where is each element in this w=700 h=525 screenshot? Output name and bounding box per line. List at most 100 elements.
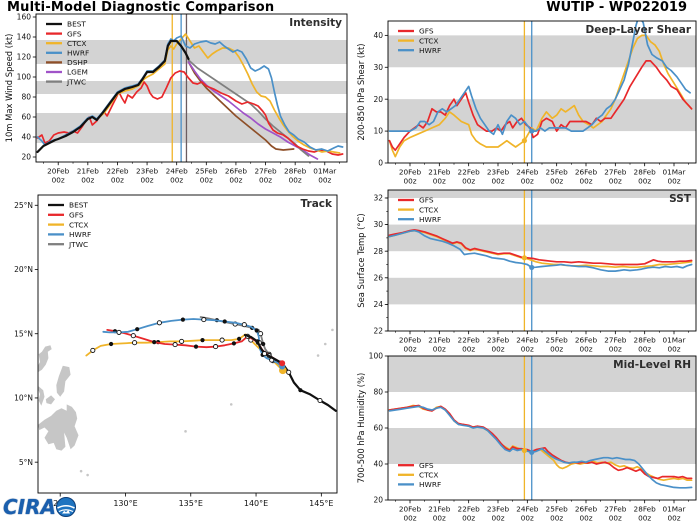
- legend-label-ctcx: CTCX: [419, 205, 438, 214]
- y-tick-label: 25°N: [14, 201, 33, 210]
- y-tick-label: 40: [373, 460, 383, 469]
- x-tick-sublabel: 00z: [491, 514, 504, 523]
- legend-label-dshp: DSHP: [67, 58, 88, 67]
- x-tick-sublabel: 00z: [609, 177, 622, 186]
- land-polygon: [38, 345, 52, 373]
- track-position-marker: [180, 317, 185, 322]
- track-position-marker: [135, 327, 140, 332]
- island-dot: [79, 469, 83, 473]
- track-position-marker: [241, 322, 247, 328]
- rh-panel: 2040608010020Feb00z21Feb00z22Feb00z23Feb…: [356, 352, 697, 523]
- x-tick-sublabel: 00z: [521, 177, 534, 186]
- x-tick-sublabel: 00z: [462, 514, 475, 523]
- intensity-title: Intensity: [289, 17, 342, 29]
- legend-label-hwrf: HWRF: [419, 480, 441, 489]
- model-start-dot: [279, 360, 286, 367]
- init-marker-dot: [529, 264, 535, 271]
- x-tick-label: 28Feb: [634, 505, 657, 514]
- y-tick-label: 40: [21, 133, 31, 142]
- track-position-marker: [237, 336, 242, 341]
- x-tick-label: 21Feb: [428, 505, 451, 514]
- x-tick-sublabel: 00z: [52, 176, 65, 185]
- x-tick-label: 22Feb: [458, 168, 481, 177]
- shear-panel: 01020304020Feb00z21Feb00z22Feb00z23Feb00…: [356, 20, 697, 186]
- x-tick-label: 27Feb: [254, 167, 277, 176]
- x-tick-sublabel: 00z: [111, 176, 124, 185]
- legend-label-hwrf: HWRF: [67, 49, 89, 58]
- x-tick-label: 23Feb: [136, 167, 159, 176]
- x-tick-label: 23Feb: [487, 336, 510, 345]
- x-tick-label: 24Feb: [166, 167, 189, 176]
- y-tick-label: 60: [21, 113, 31, 122]
- x-tick-sublabel: 00z: [229, 176, 242, 185]
- track-position-marker: [109, 341, 114, 347]
- legend-label-gfs: GFS: [419, 196, 434, 205]
- x-tick-sublabel: 00z: [521, 514, 534, 523]
- x-tick-sublabel: 00z: [318, 176, 331, 185]
- y-tick-label: 24: [373, 300, 383, 309]
- y-tick-label: 5°N: [19, 458, 33, 467]
- sst-panel: 22242628303220Feb00z21Feb00z22Feb00z23Fe…: [356, 189, 697, 354]
- x-tick-label: 25Feb: [546, 505, 569, 514]
- x-tick-sublabel: 00z: [609, 514, 622, 523]
- x-tick-label: 20Feb: [47, 167, 70, 176]
- x-tick-label: 01Mar: [313, 167, 336, 176]
- track-position-marker: [201, 317, 207, 323]
- track-position-marker: [172, 342, 178, 348]
- x-tick-label: 26Feb: [575, 336, 598, 345]
- x-tick-label: 22Feb: [458, 336, 481, 345]
- x-tick-label: 27Feb: [604, 505, 627, 514]
- y-tick-label: 20°N: [14, 265, 33, 274]
- y-tick-label: 160: [17, 13, 32, 22]
- legend-label-gfs: GFS: [419, 461, 434, 470]
- track-position-marker: [298, 388, 303, 393]
- x-tick-sublabel: 00z: [170, 176, 183, 185]
- intensity-series-dshp: [187, 61, 295, 151]
- y-tick-label: 10°N: [14, 394, 33, 403]
- track-panel: 5°N10°N15°N20°N25°N125°E130°E135°E140°E1…: [14, 194, 338, 508]
- x-tick-sublabel: 00z: [200, 176, 213, 185]
- y-tick-label: 20: [21, 153, 31, 162]
- x-tick-label: 22Feb: [458, 505, 481, 514]
- category-band: [388, 224, 696, 252]
- y-tick-label: 100: [369, 352, 384, 361]
- track-position-marker: [261, 341, 266, 347]
- x-tick-label: 25Feb: [546, 168, 569, 177]
- y-tick-label: 30: [373, 220, 383, 229]
- y-tick-label: 32: [373, 194, 383, 203]
- land-polygon: [38, 404, 79, 451]
- x-tick-label: 21Feb: [77, 167, 100, 176]
- sst-y-axis-label: Sea Surface Temp (°C): [356, 213, 366, 307]
- cira-logo: CIRA: [3, 495, 78, 519]
- init-marker-dot: [521, 255, 528, 261]
- shear-series-hwrf: [388, 21, 691, 136]
- x-tick-label: 24Feb: [516, 168, 539, 177]
- track-position-marker: [90, 347, 96, 353]
- cira-globe-icon: [56, 497, 76, 517]
- x-tick-label: 145°E: [309, 499, 333, 508]
- x-tick-label: 24Feb: [516, 336, 539, 345]
- sst-series-gfs: [388, 229, 693, 266]
- x-tick-label: 24Feb: [516, 505, 539, 514]
- category-band: [388, 356, 696, 392]
- y-tick-label: 100: [17, 73, 32, 82]
- shear-series-ctcx: [388, 34, 693, 158]
- x-tick-sublabel: 00z: [579, 345, 592, 354]
- init-marker-dot: [529, 449, 535, 455]
- x-tick-label: 26Feb: [225, 167, 248, 176]
- track-position-marker: [179, 338, 185, 344]
- x-tick-label: 01Mar: [662, 168, 685, 177]
- figure-title: Multi-Model Diagnostic Comparison: [7, 0, 275, 15]
- y-tick-label: 0: [378, 159, 383, 168]
- intensity-series-best: [36, 39, 190, 154]
- x-tick-sublabel: 00z: [579, 514, 592, 523]
- x-tick-sublabel: 00z: [462, 345, 475, 354]
- track-position-marker: [286, 369, 292, 375]
- track-position-marker: [231, 341, 236, 346]
- track-position-marker: [222, 319, 227, 324]
- track-position-marker: [152, 340, 157, 345]
- rh-series-hwrf: [388, 405, 693, 489]
- legend-label-ctcx: CTCX: [67, 39, 86, 48]
